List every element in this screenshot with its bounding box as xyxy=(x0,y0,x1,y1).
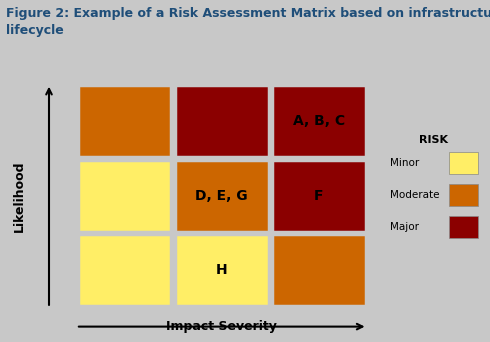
Text: RISK: RISK xyxy=(419,135,448,145)
Text: Figure 2: Example of a Risk Assessment Matrix based on infrastructure
lifecycle: Figure 2: Example of a Risk Assessment M… xyxy=(6,8,490,37)
Text: Major: Major xyxy=(391,222,419,232)
Text: Likelihood: Likelihood xyxy=(13,160,26,232)
Bar xyxy=(272,160,366,232)
Bar xyxy=(175,235,269,306)
Text: Minor: Minor xyxy=(391,158,419,168)
Text: D, E, G: D, E, G xyxy=(196,189,248,203)
Text: Impact Severity: Impact Severity xyxy=(166,320,277,333)
Bar xyxy=(78,85,172,157)
Bar xyxy=(78,160,172,232)
Bar xyxy=(78,235,172,306)
Text: H: H xyxy=(216,263,227,277)
Bar xyxy=(272,85,366,157)
Bar xyxy=(175,85,269,157)
Bar xyxy=(272,235,366,306)
Bar xyxy=(449,216,478,238)
Text: A, B, C: A, B, C xyxy=(293,114,345,128)
Text: Moderate: Moderate xyxy=(391,190,440,200)
Bar xyxy=(449,152,478,174)
Bar xyxy=(449,184,478,206)
Bar xyxy=(175,160,269,232)
Text: F: F xyxy=(314,189,324,203)
